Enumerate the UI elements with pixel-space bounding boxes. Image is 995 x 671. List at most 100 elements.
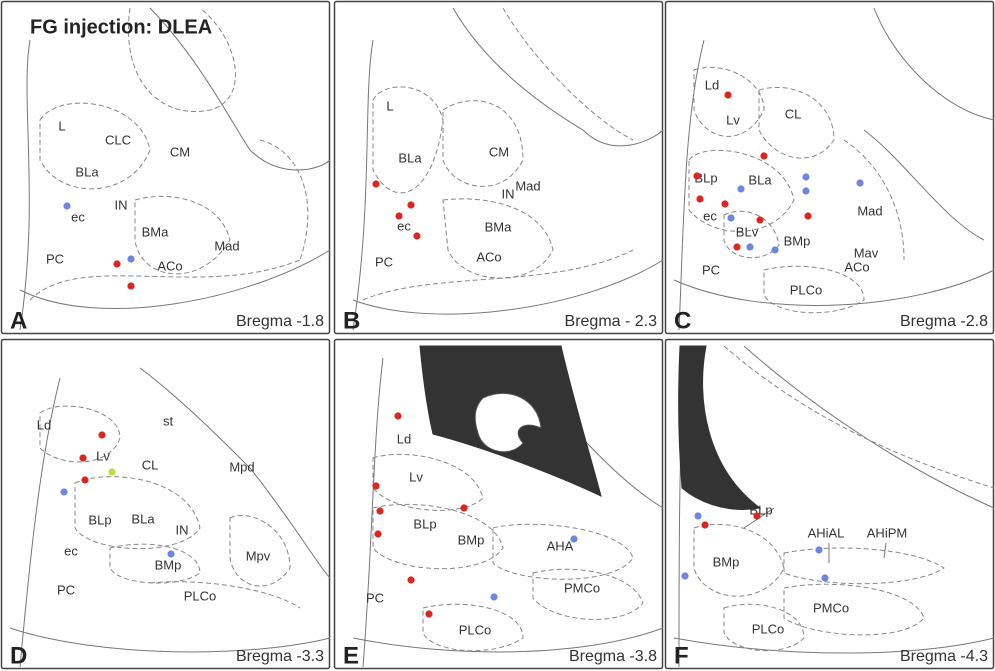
labeled-cell	[753, 512, 760, 519]
region-label: Ld	[37, 417, 51, 432]
labeled-cell	[856, 179, 863, 186]
labeled-cell	[81, 476, 88, 483]
region-label: PLCo	[790, 282, 823, 297]
region-label: IN	[502, 186, 515, 201]
region-label: PMCo	[813, 600, 849, 615]
region-label: BLa	[75, 164, 99, 179]
region-label: ACo	[476, 249, 501, 264]
region-label: ACo	[844, 259, 869, 274]
panel-letter: A	[10, 307, 27, 334]
panel-letter: E	[343, 642, 359, 669]
labeled-cell	[701, 521, 708, 528]
region-label: PC	[366, 590, 384, 605]
bregma-label: Bregma - 2.3	[565, 313, 658, 330]
labeled-cell	[696, 195, 703, 202]
region-label: PC	[702, 262, 720, 277]
region-label: Lv	[96, 448, 110, 463]
labeled-cell	[756, 216, 763, 223]
labeled-cell	[425, 610, 432, 617]
labeled-cell	[821, 574, 828, 581]
labeled-cell	[804, 212, 811, 219]
region-label: PC	[57, 582, 75, 597]
region-label: IN	[176, 522, 189, 537]
region-label: BMa	[485, 219, 513, 234]
region-label: BLp	[413, 516, 436, 531]
bregma-label: Bregma -3.8	[569, 648, 657, 665]
panel-letter: F	[674, 642, 689, 669]
region-label: Mad	[515, 178, 540, 193]
region-label: AHA	[547, 538, 574, 553]
region-label: ec	[64, 543, 78, 558]
region-label: BLa	[748, 172, 772, 187]
labeled-cell	[760, 152, 767, 159]
panel: LCLCCMBLaINecBMaMadPCACoABregma -1.8	[2, 2, 331, 335]
region-label: Mad	[857, 203, 882, 218]
region-label: BLa	[398, 150, 422, 165]
region-label: BLp	[749, 502, 772, 517]
region-label: PLCo	[752, 621, 785, 636]
region-label: BLa	[131, 511, 155, 526]
labeled-cell	[693, 172, 700, 179]
figure: LCLCCMBLaINecBMaMadPCACoABregma -1.8LBLa…	[0, 0, 995, 671]
region-label: BLp	[88, 512, 111, 527]
region-label: ACo	[157, 258, 182, 273]
region-label: CLC	[105, 132, 131, 147]
region-label: CL	[785, 106, 802, 121]
bregma-label: Bregma -2.8	[900, 313, 988, 330]
region-label: CL	[142, 457, 159, 472]
region-label: ec	[71, 209, 85, 224]
region-label: BMa	[142, 224, 170, 239]
region-label: BMp	[155, 557, 182, 572]
region-label: PMCo	[564, 580, 600, 595]
labeled-cell	[413, 232, 420, 239]
labeled-cell	[490, 593, 497, 600]
region-label: CM	[170, 144, 190, 159]
labeled-cell	[802, 173, 809, 180]
labeled-cell	[727, 214, 734, 221]
region-label: Lv	[726, 112, 740, 127]
region-label: L	[386, 98, 393, 113]
labeled-cell	[771, 246, 778, 253]
region-label: Lv	[409, 469, 423, 484]
labeled-cell	[108, 468, 115, 475]
region-label: st	[163, 413, 174, 428]
labeled-cell	[127, 282, 134, 289]
labeled-cell	[681, 572, 688, 579]
labeled-cell	[395, 212, 402, 219]
labeled-cell	[733, 243, 740, 250]
panel-letter: D	[10, 642, 27, 669]
bregma-label: Bregma -4.3	[900, 648, 988, 665]
panel-frame	[666, 2, 994, 334]
labeled-cell	[98, 431, 105, 438]
labeled-cell	[113, 260, 120, 267]
region-label: Mpv	[246, 548, 271, 563]
panel-letter: C	[674, 307, 691, 334]
region-label: PLCo	[459, 622, 492, 637]
labeled-cell	[815, 546, 822, 553]
labeled-cell	[721, 200, 728, 207]
region-label: BMp	[713, 554, 740, 569]
figure-title: FG injection: DLEA	[30, 16, 212, 38]
labeled-cell	[372, 180, 379, 187]
region-label: BMp	[784, 233, 811, 248]
region-label: CM	[489, 144, 509, 159]
labeled-cell	[127, 255, 134, 262]
region-label: BMp	[458, 532, 485, 547]
labeled-cell	[746, 243, 753, 250]
labeled-cell	[376, 507, 383, 514]
panel-letter: B	[343, 307, 360, 334]
region-label: BLv	[736, 224, 759, 239]
region-label: Mpd	[229, 459, 254, 474]
region-label: ec	[703, 208, 717, 223]
region-label: Ld	[397, 431, 411, 446]
labeled-cell	[60, 488, 67, 495]
labeled-cell	[167, 550, 174, 557]
labeled-cell	[372, 482, 379, 489]
labeled-cell	[460, 504, 467, 511]
region-label: Mav	[854, 245, 879, 260]
panel: Ld Lv BLp BMp AHA PC PMCo PLCo E Bregma -3.8	[335, 340, 664, 670]
